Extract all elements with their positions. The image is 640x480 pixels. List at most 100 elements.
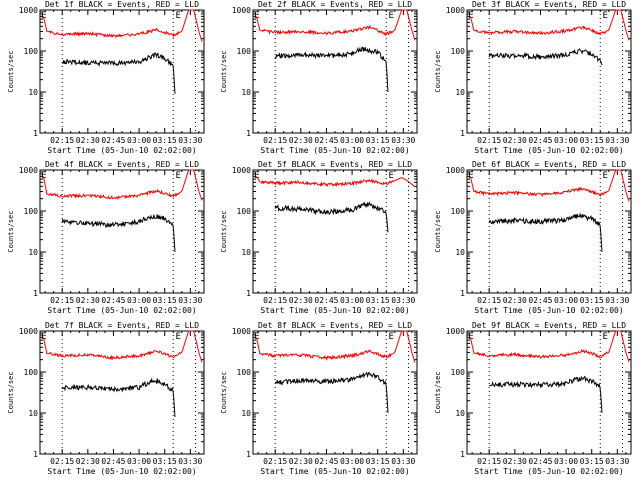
event-marker-label: E xyxy=(603,332,608,342)
lld-series-line xyxy=(469,330,630,363)
y-tick-label: 1 xyxy=(33,289,38,298)
detector-panel-1: Det 1f BLACK = Events, RED = LLD 1 10 100 10… xyxy=(7,0,205,155)
x-tick-label: 03:15 xyxy=(366,136,390,145)
panel-title: Det 9f BLACK = Events, RED = LLD xyxy=(472,321,626,330)
x-tick-label: 02:15 xyxy=(263,136,287,145)
x-tick-label: 02:15 xyxy=(263,457,287,466)
x-tick-label: 02:15 xyxy=(50,136,74,145)
x-tick-label: 02:30 xyxy=(289,457,313,466)
plot-frame xyxy=(466,169,632,294)
x-tick-label: 02:30 xyxy=(503,296,527,305)
y-tick-label: 1000 xyxy=(446,6,465,15)
event-marker-label: E xyxy=(389,332,394,342)
x-tick-label: 02:45 xyxy=(101,457,125,466)
x-tick-label: 03:30 xyxy=(605,457,629,466)
x-axis-label: Start Time (05-Jun-10 02:02:00) xyxy=(47,467,196,476)
y-tick-label: 10 xyxy=(455,248,465,257)
detector-panel-9: Det 9f BLACK = Events, RED = LLD 1 10 100 10… xyxy=(434,321,632,476)
event-marker-label: E xyxy=(254,11,259,21)
x-tick-label: 02:45 xyxy=(528,136,552,145)
x-axis-label: Start Time (05-Jun-10 02:02:00) xyxy=(47,146,196,155)
y-tick-label: 100 xyxy=(451,368,466,377)
x-tick-label: 03:30 xyxy=(605,136,629,145)
lld-series-line xyxy=(42,9,203,42)
y-tick-label: 1000 xyxy=(19,6,38,15)
y-tick-label: 1000 xyxy=(19,166,38,175)
x-tick-label: 02:30 xyxy=(76,296,100,305)
detector-panel-2: Det 2f BLACK = Events, RED = LLD 1 10 100 10… xyxy=(220,0,418,155)
y-axis-label: Counts/sec xyxy=(7,50,15,92)
plot-frame xyxy=(39,169,205,294)
event-marker-label: E xyxy=(254,171,259,181)
y-tick-label: 1 xyxy=(33,129,38,138)
y-tick-label: 1 xyxy=(33,450,38,459)
x-tick-label: 03:15 xyxy=(153,457,177,466)
y-axis-label: Counts/sec xyxy=(434,371,442,413)
plot-frame xyxy=(252,169,418,294)
event-marker-label: E xyxy=(468,11,473,21)
y-tick-label: 10 xyxy=(241,88,251,97)
event-marker-label: E xyxy=(254,332,259,342)
y-tick-label: 100 xyxy=(24,47,39,56)
x-tick-label: 02:15 xyxy=(477,136,501,145)
x-tick-label: 03:00 xyxy=(127,136,151,145)
lld-series-line xyxy=(469,9,630,41)
events-series-line xyxy=(274,201,389,233)
x-tick-label: 02:15 xyxy=(477,296,501,305)
event-marker-label: E xyxy=(603,11,608,21)
x-tick-label: 03:15 xyxy=(153,136,177,145)
x-tick-label: 03:00 xyxy=(340,136,364,145)
x-axis-label: Start Time (05-Jun-10 02:02:00) xyxy=(474,146,623,155)
events-series-line xyxy=(489,375,603,414)
y-tick-label: 100 xyxy=(237,47,252,56)
x-tick-label: 02:15 xyxy=(263,296,287,305)
event-marker-label: E xyxy=(176,332,181,342)
panel-title: Det 6f BLACK = Events, RED = LLD xyxy=(472,160,626,169)
detector-panel-4: Det 4f BLACK = Events, RED = LLD 1 10 100 10… xyxy=(7,160,205,315)
plot-frame xyxy=(39,9,205,134)
events-series-line xyxy=(488,48,603,66)
x-tick-label: 02:45 xyxy=(101,136,125,145)
panel-title: Det 7f BLACK = Events, RED = LLD xyxy=(45,321,199,330)
event-marker-label: E xyxy=(389,11,394,21)
events-series-line xyxy=(61,52,176,94)
x-axis-label: Start Time (05-Jun-10 02:02:00) xyxy=(47,306,196,315)
event-marker-label: E xyxy=(41,11,46,21)
x-tick-label: 03:30 xyxy=(391,457,415,466)
y-tick-label: 100 xyxy=(24,207,39,216)
y-tick-label: 100 xyxy=(451,47,466,56)
y-tick-label: 1 xyxy=(246,289,251,298)
event-marker-label: E xyxy=(176,11,181,21)
x-tick-label: 02:30 xyxy=(503,457,527,466)
x-tick-label: 03:15 xyxy=(153,296,177,305)
x-tick-label: 03:15 xyxy=(366,457,390,466)
x-tick-label: 02:30 xyxy=(503,136,527,145)
y-axis-label: Counts/sec xyxy=(220,371,228,413)
plot-frame xyxy=(252,330,418,455)
y-tick-label: 1000 xyxy=(446,327,465,336)
plot-frame xyxy=(466,330,632,455)
y-axis-label: Counts/sec xyxy=(434,210,442,252)
plot-frame xyxy=(39,330,205,455)
event-marker-label: E xyxy=(176,171,181,181)
detector-panel-6: Det 6f BLACK = Events, RED = LLD 1 10 100 10… xyxy=(434,160,632,315)
panel-title: Det 1f BLACK = Events, RED = LLD xyxy=(45,0,199,9)
x-tick-label: 02:45 xyxy=(314,136,338,145)
x-tick-label: 03:15 xyxy=(580,296,604,305)
x-tick-label: 02:30 xyxy=(289,296,313,305)
y-tick-label: 1 xyxy=(246,129,251,138)
y-tick-label: 100 xyxy=(237,207,252,216)
x-tick-label: 02:45 xyxy=(314,457,338,466)
y-axis-label: Counts/sec xyxy=(7,210,15,252)
x-tick-label: 02:30 xyxy=(76,457,100,466)
y-tick-label: 100 xyxy=(24,368,39,377)
x-tick-label: 03:00 xyxy=(340,457,364,466)
panel-title: Det 5f BLACK = Events, RED = LLD xyxy=(258,160,412,169)
y-tick-label: 10 xyxy=(28,88,38,97)
y-tick-label: 1 xyxy=(246,450,251,459)
x-axis-label: Start Time (05-Jun-10 02:02:00) xyxy=(474,306,623,315)
lld-series-line xyxy=(255,9,416,41)
events-series-line xyxy=(61,214,176,253)
x-tick-label: 03:30 xyxy=(178,296,202,305)
